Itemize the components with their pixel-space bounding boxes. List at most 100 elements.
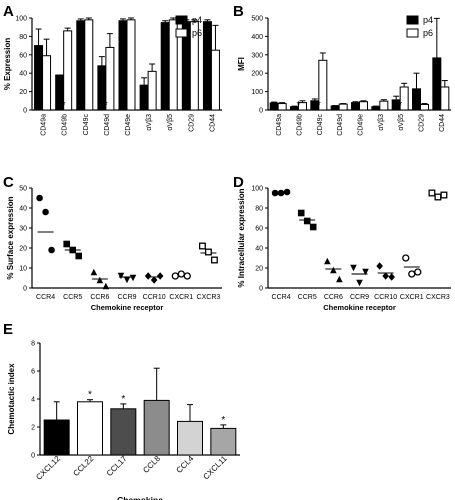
- panel-d-y-tick-label: 40: [255, 246, 263, 253]
- panel-e-significance-marker: *: [221, 415, 225, 426]
- panel-b-y-tick-label: 400: [251, 34, 263, 41]
- panel-e-y-tick-label: 6: [31, 369, 35, 376]
- panel-a-legend-swatch-p6: [175, 28, 188, 38]
- panel-b-bar-p4: [412, 88, 421, 111]
- panel-c-data-point: [156, 272, 164, 280]
- panel-b-y-tick-label: 300: [251, 52, 263, 59]
- panel-c-data-point: [183, 272, 191, 280]
- panel-d-data-point: [277, 189, 285, 197]
- panel-e-x-tick-label: CXCL12: [34, 454, 62, 482]
- panel-c-data-point: [102, 282, 110, 290]
- panel-letter-b: B: [233, 3, 244, 20]
- panel-a-bar-p6: [84, 19, 94, 111]
- panel-c-y-axis-label: % Surface expression: [6, 196, 15, 279]
- panel-b-bar-p4: [330, 105, 340, 111]
- panel-c-data-point: [36, 194, 43, 202]
- panel-a-y-tick-label: 0: [23, 108, 27, 115]
- panel-a-bar-p4: [76, 20, 86, 111]
- panel-c-y-tick-label: 50: [19, 186, 27, 193]
- panel-b-significance-marker: *: [317, 100, 321, 111]
- chart-panel-e: 0 2 4 6 8 Chemotactic index CXCL12 CCL22 CCL17 CC…: [7, 341, 240, 500]
- panel-b-legend-swatch-p6: [406, 28, 419, 38]
- panel-e-significance-marker: *: [88, 390, 92, 401]
- panel-d-data-point: [408, 270, 416, 278]
- panel-c-x-tick-label: CXCR1: [169, 294, 193, 301]
- panel-b-y-axis-label: MFI: [237, 57, 246, 71]
- panel-a-bar-p4: [34, 45, 44, 111]
- panel-b-x-tick-label: CD49b: [297, 114, 304, 136]
- panel-c-x-axis-label: Chemokine receptor: [91, 303, 164, 312]
- panel-e-x-axis-label: Chemokine: [117, 495, 163, 500]
- panel-a-significance-marker: *: [104, 100, 108, 111]
- panel-e-bar: [110, 408, 137, 456]
- panel-a-bar-p6: [210, 49, 220, 111]
- panel-d-x-tick-label: CCR9: [350, 294, 369, 301]
- panel-a-bar-p6: [189, 21, 199, 111]
- panel-c-y-tick-label: 0: [23, 286, 27, 293]
- panel-letter-a: A: [3, 3, 14, 20]
- panel-d-data-point: [362, 268, 369, 276]
- panel-d-data-point: [434, 193, 442, 201]
- panel-b-y-tick-label: 100: [251, 89, 263, 96]
- panel-c-data-point: [171, 272, 179, 280]
- panel-d-data-point: [297, 209, 305, 217]
- panel-a-y-tick-label: 60: [19, 52, 27, 59]
- panel-e-x-tick-label: CCL22: [71, 454, 95, 478]
- panel-a-x-tick-label: CD49d: [104, 114, 111, 136]
- panel-e-bar: [210, 427, 237, 456]
- panel-a-bar-p6: [105, 46, 115, 111]
- panel-a-x-tick-label: αVβ5: [167, 114, 174, 131]
- panel-c-data-point: [123, 276, 131, 284]
- panel-e-bar: [43, 419, 70, 456]
- panel-b-legend-label: p6: [423, 28, 433, 38]
- panel-c-x-tick-label: CXCR3: [197, 294, 221, 301]
- panel-a-bar-p6: [126, 19, 136, 111]
- panel-b-bar-p4: [351, 102, 360, 111]
- panel-d-x-axis-label: Chemokine receptor: [323, 303, 396, 312]
- panel-b-significance-marker: *: [297, 100, 301, 111]
- panel-b-x-tick-label: αVβ3: [378, 114, 385, 131]
- panel-d-data-point: [303, 217, 311, 225]
- panel-b-x-tick-label: CD49a: [276, 114, 283, 136]
- panel-c-data-point: [129, 274, 137, 282]
- panel-b-y-tick-label: 200: [251, 71, 263, 78]
- panel-e-y-axis-label: Chemotactic index: [7, 363, 16, 435]
- panel-a-bar-p4: [139, 84, 149, 111]
- panel-e-y-tick-label: 4: [31, 397, 35, 404]
- panel-e-y-tick-label: 0: [31, 453, 35, 460]
- panel-d-data-point: [330, 266, 337, 274]
- panel-b-bar-p6: [379, 100, 389, 111]
- panel-d-x-tick-label: CCR6: [324, 294, 343, 301]
- panel-a-bar-p6: [147, 70, 157, 111]
- panel-a-x-tick-label: αVβ3: [146, 114, 153, 131]
- panel-e-significance-marker: *: [121, 394, 125, 405]
- panel-d-data-point: [376, 262, 383, 270]
- panel-b-bar-p4: [269, 102, 279, 111]
- panel-d-x-tick-label: CCR5: [298, 294, 317, 301]
- panel-d-data-point: [440, 191, 448, 199]
- panel-e-bar: [77, 401, 103, 456]
- panel-d-y-tick-label: 20: [255, 266, 263, 273]
- panel-a-y-tick-label: 100: [15, 16, 27, 23]
- panel-d-y-tick-label: 60: [255, 226, 263, 233]
- panel-c-data-point: [75, 252, 83, 260]
- panel-c-data-point: [96, 276, 104, 284]
- panel-c-data-point: [198, 242, 206, 250]
- panel-a-bar-p4: [202, 21, 212, 111]
- panel-b-bar-p6: [399, 86, 409, 111]
- panel-a-bar-p6: [42, 55, 52, 111]
- panel-d-data-point: [350, 264, 357, 272]
- panel-letter-c: C: [3, 174, 14, 191]
- panel-b-bar-p6: [338, 103, 348, 111]
- panel-d-data-point: [402, 254, 410, 262]
- panel-a-x-tick-label: CD49a: [41, 114, 48, 136]
- panel-b-x-tick-label: CD29: [419, 114, 426, 132]
- panel-d-data-point: [388, 273, 395, 281]
- panel-c-y-tick-label: 40: [19, 206, 27, 213]
- panel-b-legend-swatch-p4: [406, 15, 419, 25]
- panel-b-bar-p6: [318, 59, 328, 111]
- panel-d-y-axis-label: % Intracellular expression: [237, 188, 246, 287]
- panel-e-x-tick-label: CXCL11: [201, 454, 229, 482]
- panel-a-y-tick-label: 20: [19, 89, 27, 96]
- panel-d-data-point: [283, 188, 291, 196]
